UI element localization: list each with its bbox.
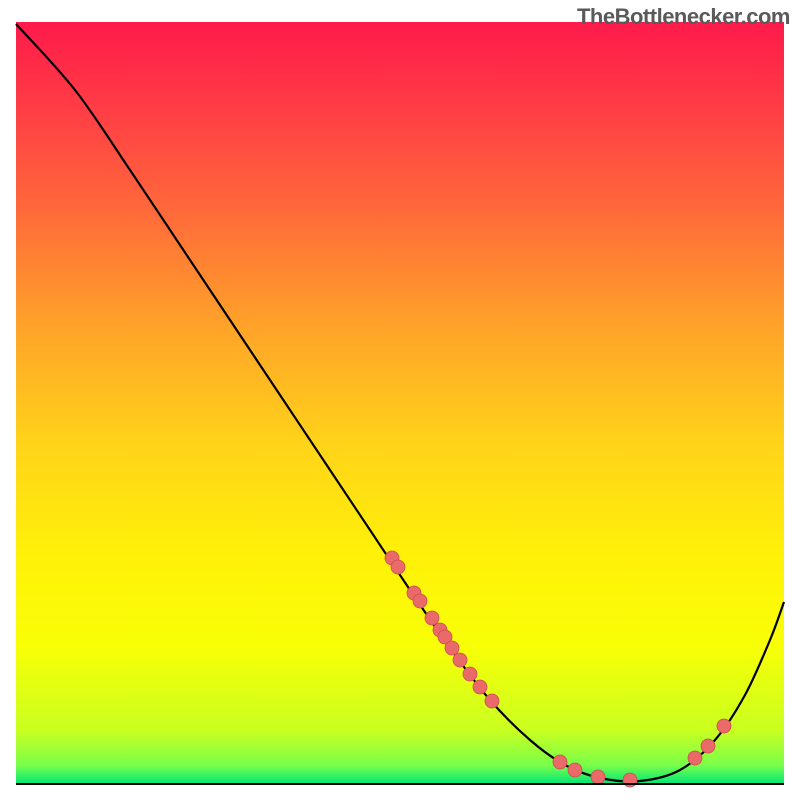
chart-container: TheBottlenecker.com: [0, 0, 800, 800]
chart-background: [0, 0, 800, 800]
watermark-text: TheBottlenecker.com: [577, 4, 790, 30]
